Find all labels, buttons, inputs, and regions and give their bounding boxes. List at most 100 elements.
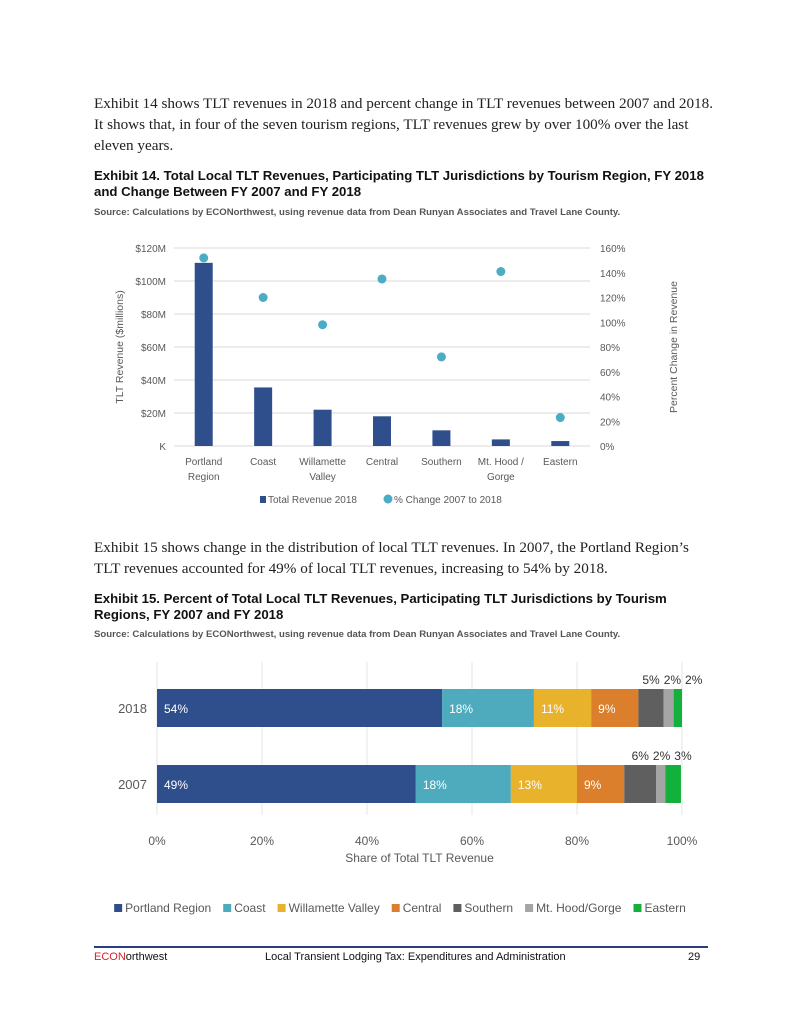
bar-segment — [577, 765, 625, 803]
legend-label: Total Revenue 2018 — [268, 495, 357, 506]
bar-total-revenue — [551, 441, 570, 446]
point-pct-change — [436, 352, 446, 362]
legend-label: Eastern — [644, 901, 685, 915]
data-label: 49% — [164, 778, 188, 792]
exhibit-15-source: Source: Calculations by ECONorthwest, us… — [94, 629, 621, 640]
y-tick-label: $40M — [141, 376, 166, 387]
point-pct-change — [496, 267, 506, 277]
footer-title: Local Transient Lodging Tax: Expenditure… — [265, 951, 566, 963]
x-tick-label: Central — [366, 457, 398, 468]
data-label: 2% — [685, 673, 703, 687]
y-right-axis-title: Percent Change in Revenue — [668, 281, 680, 413]
bar-segment — [673, 689, 682, 727]
bar-segment — [533, 689, 592, 727]
y-tick-label: $20M — [141, 409, 166, 420]
legend-swatch-pct-change — [383, 494, 393, 504]
legend-label: Central — [403, 901, 442, 915]
x-axis-title: Share of Total TLT Revenue — [345, 851, 494, 865]
y-right-tick-label: 40% — [600, 393, 620, 404]
paragraph-exhibit-14-intro: Exhibit 14 shows TLT revenues in 2018 an… — [94, 95, 714, 154]
x-tick-label: 60% — [460, 834, 484, 848]
y-category-label: 2007 — [118, 777, 147, 792]
bar-total-revenue — [254, 387, 273, 446]
y-tick-label: $60M — [141, 343, 166, 354]
bar-segment — [638, 689, 664, 727]
bar-total-revenue — [313, 409, 332, 446]
legend-swatch — [525, 904, 534, 912]
bar-segment — [157, 765, 416, 803]
legend-label: % Change 2007 to 2018 — [394, 495, 502, 506]
exhibit-14-chart: K $20M $40M $60M $80M $100M $120M 0% 20% 40% 60% 80… — [114, 244, 680, 506]
x-tick-label: 100% — [667, 834, 698, 848]
exhibit-14-source: Source: Calculations by ECONorthwest, us… — [94, 207, 621, 218]
x-tick-label: Mt. Hood / — [478, 457, 524, 468]
data-label: 9% — [598, 702, 616, 716]
x-tick-label: 40% — [355, 834, 379, 848]
bar-segment — [656, 765, 666, 803]
data-label: 6% — [632, 749, 650, 763]
bar-total-revenue — [373, 416, 391, 446]
legend-swatch-total-revenue — [260, 496, 266, 503]
bar-segment — [591, 689, 639, 727]
y-tick-label: $120M — [135, 244, 166, 255]
bar-segment — [157, 689, 443, 727]
data-label: 54% — [164, 702, 188, 716]
legend-swatch — [277, 904, 286, 912]
y-right-tick-label: 0% — [600, 442, 615, 453]
bar-segment — [442, 689, 534, 727]
data-label: 18% — [423, 778, 447, 792]
x-tick-label: 20% — [250, 834, 274, 848]
legend-label: Willamette Valley — [289, 901, 380, 915]
y-right-tick-label: 100% — [600, 318, 626, 329]
x-tick-label: Willamette — [299, 457, 346, 468]
brand-northwest: orthwest — [125, 951, 168, 963]
data-label: 18% — [449, 702, 473, 716]
bar-segment — [624, 765, 657, 803]
x-tick-label: Eastern — [543, 457, 577, 468]
x-tick-label: Valley — [309, 472, 336, 483]
point-pct-change — [199, 253, 209, 263]
data-label: 2% — [653, 749, 671, 763]
bar-total-revenue — [194, 262, 213, 446]
x-tick-label: Gorge — [487, 472, 515, 483]
x-tick-label: 80% — [565, 834, 589, 848]
data-label: 3% — [674, 749, 692, 763]
legend-label: Coast — [234, 901, 266, 915]
x-tick-label: Southern — [421, 457, 462, 468]
legend-swatch — [633, 904, 642, 912]
y-tick-label: $80M — [141, 310, 166, 321]
bar-segment — [663, 689, 674, 727]
x-tick-label: Coast — [250, 457, 276, 468]
y-tick-label: K — [159, 442, 166, 453]
y-right-tick-label: 80% — [600, 343, 620, 354]
y-right-tick-label: 120% — [600, 294, 626, 305]
y-right-tick-label: 160% — [600, 244, 626, 255]
legend-swatch — [114, 904, 123, 912]
y-right-tick-label: 140% — [600, 269, 626, 280]
legend-swatch — [453, 904, 462, 912]
legend-label: Mt. Hood/Gorge — [536, 901, 622, 915]
bar-total-revenue — [432, 430, 451, 446]
data-label: 5% — [642, 673, 660, 687]
footer-brand: ECONorthwest — [94, 951, 167, 963]
legend-swatch — [391, 904, 400, 912]
brand-econ: ECON — [94, 951, 126, 963]
point-pct-change — [258, 293, 268, 302]
data-label: 11% — [541, 702, 564, 716]
paragraph-exhibit-15-intro: Exhibit 15 shows change in the distribut… — [94, 539, 689, 577]
data-label: 9% — [584, 778, 602, 792]
bar-segment — [665, 765, 681, 803]
y-right-tick-label: 20% — [600, 417, 620, 428]
legend-label: Southern — [464, 901, 513, 915]
legend-label: Portland Region — [125, 901, 211, 915]
legend-swatch — [223, 904, 232, 912]
y-axis-title: TLT Revenue ($millions) — [114, 290, 126, 403]
x-tick-label: 0% — [148, 834, 166, 848]
exhibit-15-title: Exhibit 15. Percent of Total Local TLT R… — [94, 591, 667, 622]
point-pct-change — [318, 320, 328, 330]
point-pct-change — [555, 413, 565, 423]
x-tick-label: Region — [188, 472, 220, 483]
point-pct-change — [377, 274, 387, 284]
y-right-tick-label: 60% — [600, 368, 620, 379]
x-tick-label: Portland — [185, 457, 222, 468]
